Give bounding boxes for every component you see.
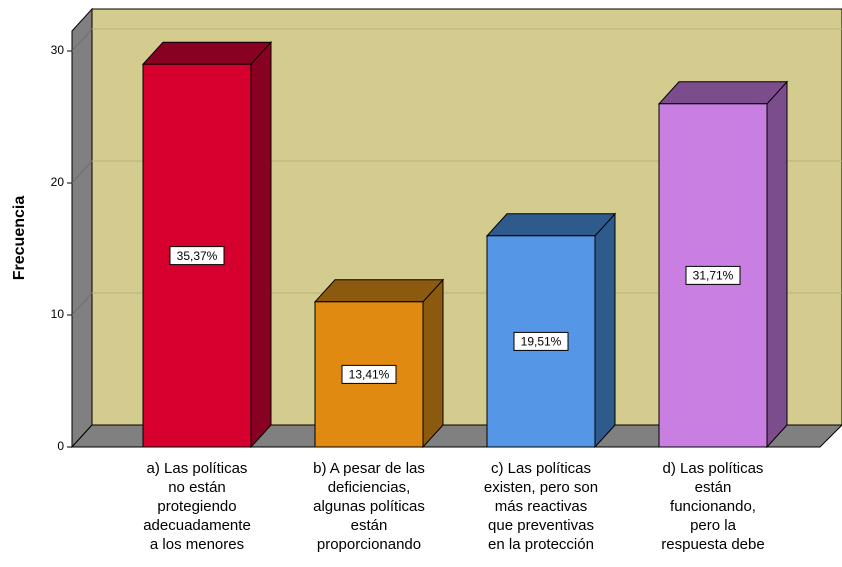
x-tick-label: protegiendo xyxy=(157,498,236,515)
data-label-box xyxy=(341,364,397,384)
x-tick-label: respuesta debe xyxy=(661,536,764,553)
data-label: 19,51% xyxy=(521,335,562,349)
x-tick-label: adecuadamente xyxy=(143,517,251,534)
data-label-box xyxy=(513,331,569,351)
x-tick-label: d) Las políticas xyxy=(663,460,764,477)
x-tick-label: algunas políticas xyxy=(313,498,425,515)
x-tick-label: deficiencias, xyxy=(328,479,411,496)
y-tick-label: 20 xyxy=(51,175,65,189)
y-axis-label: Frecuencia xyxy=(11,196,28,281)
left-wall xyxy=(71,7,93,449)
x-tick-label: a los menores xyxy=(150,536,244,553)
bar-side xyxy=(250,40,272,449)
bar-side xyxy=(766,80,788,449)
x-tick-label: funcionando, xyxy=(670,498,756,515)
bar-side xyxy=(594,212,616,449)
data-label-box xyxy=(685,265,741,285)
data-label: 31,71% xyxy=(693,269,734,283)
y-tick-label: 30 xyxy=(51,43,65,57)
data-label: 35,37% xyxy=(177,249,218,263)
x-tick-label: que preventivas xyxy=(488,517,594,534)
x-tick-label: no están xyxy=(168,479,226,496)
bar-side xyxy=(422,278,444,449)
x-tick-label: están xyxy=(695,479,732,496)
x-tick-label: pero la xyxy=(690,517,737,534)
data-label: 13,41% xyxy=(349,368,390,382)
grid-line xyxy=(71,28,93,52)
bar-top xyxy=(657,81,789,105)
data-label-box xyxy=(169,246,225,266)
x-tick-label: están xyxy=(351,517,388,534)
bar-top xyxy=(313,279,445,303)
y-tick-label: 10 xyxy=(51,307,65,321)
x-tick-label: a) Las políticas xyxy=(147,460,248,477)
x-tick-label: c) Las políticas xyxy=(491,460,591,477)
y-tick-label: 0 xyxy=(57,439,64,453)
x-tick-label: b) A pesar de las xyxy=(313,460,425,477)
x-tick-label: proporcionando xyxy=(317,536,421,553)
grid-line xyxy=(71,160,93,184)
bar-top xyxy=(141,41,273,65)
x-tick-label: en la protección xyxy=(488,536,594,553)
x-tick-label: más reactivas xyxy=(495,498,588,515)
x-tick-label: existen, pero son xyxy=(484,479,598,496)
bar-top xyxy=(485,213,617,237)
grid-line xyxy=(71,292,93,316)
